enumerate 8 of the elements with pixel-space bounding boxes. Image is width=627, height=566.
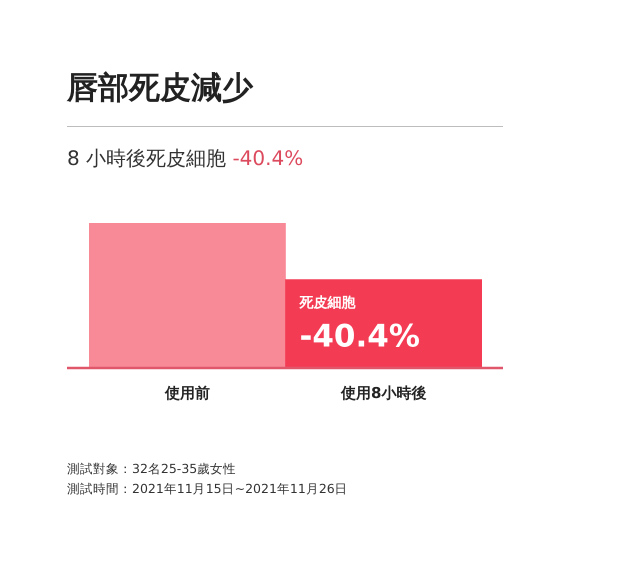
x-tick-label: 使用前 bbox=[164, 384, 210, 402]
annotation: -40.4% bbox=[300, 318, 420, 355]
x-tick-label: 使用8小時後 bbox=[340, 384, 426, 402]
annotation: 死皮細胞 bbox=[298, 295, 356, 312]
chart-subtitle: 8 小時後死皮細胞 -40.4% bbox=[67, 146, 304, 170]
chart-title: 唇部死皮減少 bbox=[67, 70, 253, 107]
text: 測試時間：2021年11月15日~2021年11月26日 bbox=[67, 480, 348, 498]
text: 測試對象：32名25-35歲女性 bbox=[67, 460, 238, 478]
